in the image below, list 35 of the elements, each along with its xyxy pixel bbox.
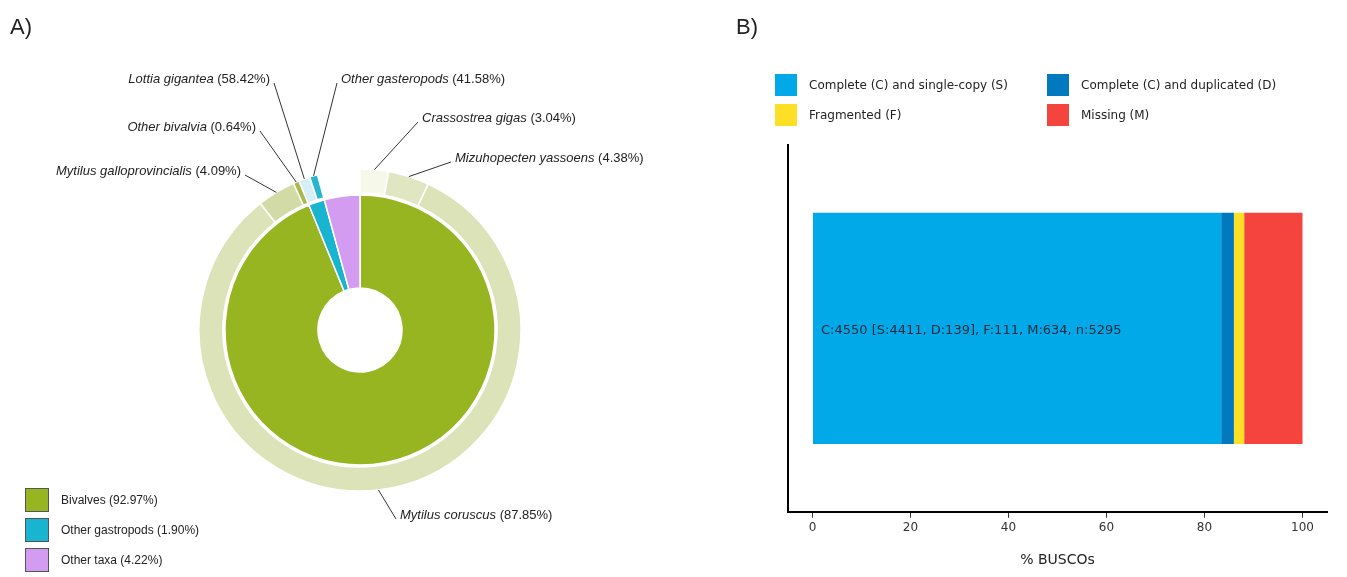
bar <box>813 212 1222 444</box>
x-tick-label: 100 <box>1291 520 1314 535</box>
legend-label: Other gastropods (1.90%) <box>61 523 200 537</box>
data-label: (41.58%) <box>452 70 506 86</box>
data-label: (87.85%) <box>499 506 553 522</box>
data-label: (4.38%) <box>598 149 644 165</box>
slice-label: Crassostrea gigas <box>422 109 528 125</box>
legend-label: Complete (C) and single-copy (S) <box>809 78 1008 92</box>
slice-label: Mytilus galloprovincialis <box>56 162 193 178</box>
bar <box>1244 212 1303 444</box>
bar <box>1221 212 1234 444</box>
bar <box>1233 212 1245 444</box>
data-label: (0.64%) <box>210 118 257 134</box>
x-tick-label: 40 <box>1000 520 1017 535</box>
legend-label: Fragmented (F) <box>809 108 902 122</box>
chart-title: B) <box>736 14 758 40</box>
x-axis-title: % BUSCOs <box>1020 551 1095 568</box>
x-tick-label: 80 <box>1196 520 1213 535</box>
x-tick-label: 60 <box>1098 520 1115 535</box>
data-label: (58.42%) <box>217 70 270 86</box>
legend-label: Missing (M) <box>1081 108 1150 122</box>
slice-label: Mytilus coruscus <box>400 506 497 522</box>
slice-label: Mizuhopecten yassoens <box>455 149 595 165</box>
chart-title: A) <box>10 14 32 40</box>
x-tick-label: 0 <box>808 520 817 535</box>
slice-label: Lottia gigantea <box>128 70 214 86</box>
data-label: (4.09%) <box>195 162 242 178</box>
legend-label: Bivalves (92.97%) <box>61 493 158 507</box>
annotation: C:4550 [S:4411, D:139], F:111, M:634, n:5295 <box>821 321 1122 337</box>
legend-label: Complete (C) and duplicated (D) <box>1081 78 1277 92</box>
data-label: (3.04%) <box>530 109 576 125</box>
legend-label: Other taxa (4.22%) <box>61 553 163 567</box>
slice-label: Other bivalvia <box>127 118 207 134</box>
x-tick-label: 20 <box>902 520 919 535</box>
slice-label: Other gasteropods <box>341 70 450 86</box>
